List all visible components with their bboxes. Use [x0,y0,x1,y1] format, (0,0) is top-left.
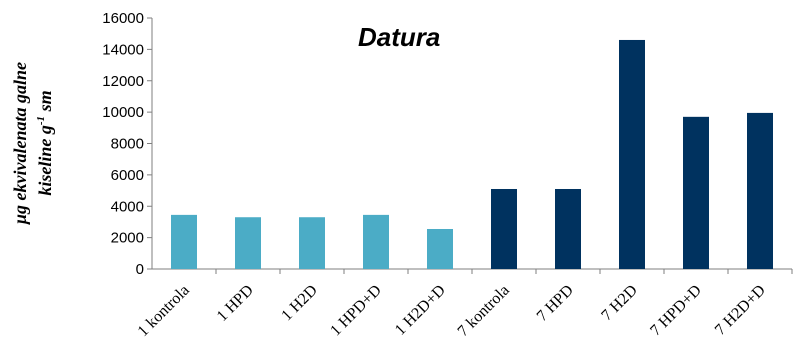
x-tick-label: 1 H2D [278,282,321,325]
bar [235,217,261,269]
x-tick-label: 1 HPD+D [327,282,385,340]
x-tick-label: 7 H2D+D [712,282,769,339]
y-tick-label: 10000 [102,104,144,121]
x-tick-label: 7 H2D [598,282,641,325]
bar [619,39,645,270]
y-tick-label: 2000 [111,230,144,247]
x-tick-label: 7 HPD [534,282,577,325]
chart-title: Datura [358,22,441,52]
x-tick-label: 7 HPD+D [647,282,705,340]
bar [683,116,709,269]
y-tick-label: 12000 [102,73,144,90]
y-tick-label: 4000 [111,198,144,215]
y-tick-label: 0 [136,261,144,278]
bar [427,228,453,269]
y-tick-label: 6000 [111,167,144,184]
x-tick-label: 7 kontrola [455,282,513,340]
bar [491,188,517,269]
bar [555,188,581,269]
bar [747,112,773,269]
bar [299,217,325,269]
x-tick-label: 1 kontrola [135,282,193,340]
y-tick-label: 14000 [102,41,144,58]
y-tick-label: 16000 [102,10,144,27]
bar [171,214,197,269]
y-tick-label: 8000 [111,136,144,153]
bar [363,214,389,269]
x-tick-label: 1 H2D+D [392,282,449,339]
x-tick-label: 1 HPD [214,282,257,325]
